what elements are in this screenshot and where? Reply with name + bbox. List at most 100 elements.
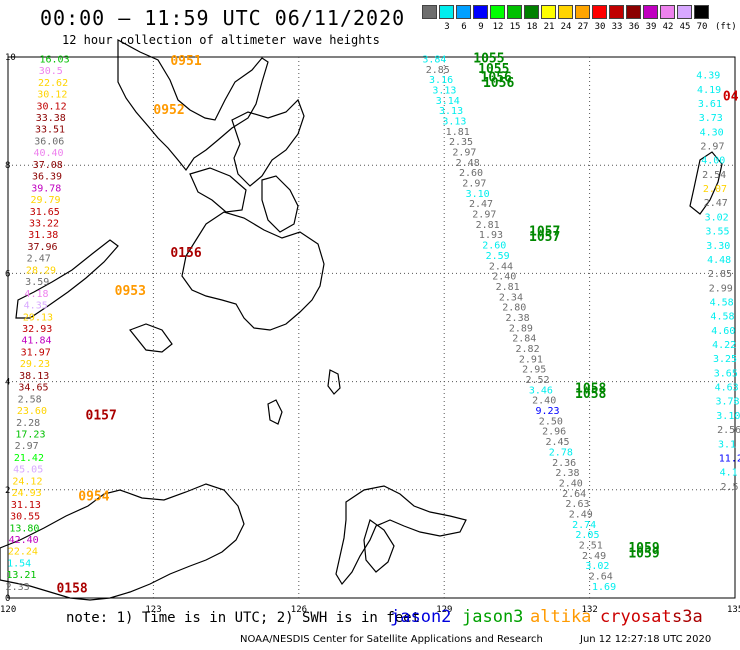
center-track-value: 2.48 xyxy=(456,158,480,169)
west-track-value: 2.28 xyxy=(16,418,40,429)
longitude-label: 132 xyxy=(582,605,598,615)
east-track-value: 3.78 xyxy=(715,397,739,408)
color-swatch xyxy=(558,5,573,19)
east-track-value: 2.47 xyxy=(704,198,728,209)
color-swatch xyxy=(694,5,709,19)
coastline-sangihe xyxy=(267,399,283,425)
west-track-value: 36.06 xyxy=(34,136,64,147)
center-track-value: 3.16 xyxy=(429,75,453,86)
east-track-value: 4.00 xyxy=(701,156,725,167)
latitude-label: 4 xyxy=(5,378,10,388)
west-track-value: 30.12 xyxy=(36,101,66,112)
west-track-value: 31.65 xyxy=(30,207,60,218)
center-track-value: 2.74 xyxy=(572,520,596,531)
east-track-value: 4.60 xyxy=(711,326,735,337)
longitude-label: 129 xyxy=(436,605,452,615)
color-scale-label: 21 xyxy=(543,22,555,32)
west-track-value: 39.78 xyxy=(31,183,61,194)
center-track-value: 2.49 xyxy=(569,509,593,520)
center-track-value: 2.47 xyxy=(469,199,493,210)
center-track-value: 2.60 xyxy=(482,241,506,252)
east-track-value: 3.25 xyxy=(713,354,737,365)
color-swatch xyxy=(575,5,590,19)
latitude-label: 10 xyxy=(5,53,16,63)
color-swatch xyxy=(439,5,454,19)
east-track-value: 2.97 xyxy=(700,142,724,153)
coastline-visayas xyxy=(189,167,247,213)
west-track-value: 1.54 xyxy=(7,558,31,569)
coastline-palawan xyxy=(15,239,119,319)
east-track-value: 4.1 xyxy=(720,468,738,479)
west-track-value: 2.58 xyxy=(18,394,42,405)
center-track-value: 3.46 xyxy=(529,385,553,396)
color-scale-label: 36 xyxy=(628,22,640,32)
center-track-value: 2.63 xyxy=(565,499,589,510)
center-track-value: 3.13 xyxy=(439,106,463,117)
pass-label: 1057 xyxy=(529,225,560,240)
satellite-legend-item: cryosat xyxy=(600,607,672,627)
center-track-value: 2.52 xyxy=(526,375,550,386)
center-track-value: 2.44 xyxy=(489,261,513,272)
east-track-value: 3.1 xyxy=(718,439,736,450)
satellite-legend-item: jason3 xyxy=(462,607,524,627)
pass-label: 0157 xyxy=(86,408,117,423)
color-scale-label: 15 xyxy=(509,22,521,32)
east-track-value: 3.65 xyxy=(714,368,738,379)
west-track-value: 13.21 xyxy=(6,570,36,581)
west-track-value: 3.59 xyxy=(25,277,49,288)
coastline-talaud xyxy=(327,369,341,395)
color-scale-label: 33 xyxy=(611,22,623,32)
center-track-value: 2.81 xyxy=(496,282,520,293)
color-scale-label: 3 xyxy=(444,22,450,32)
center-track-value: 2.80 xyxy=(502,303,526,314)
color-swatch xyxy=(541,5,556,19)
west-track-value: 16.03 xyxy=(40,54,70,65)
center-track-value: 3.84 xyxy=(422,54,446,65)
west-track-value: 24.12 xyxy=(12,476,42,487)
pass-label: 04 xyxy=(723,89,739,104)
color-scale-label: 18 xyxy=(526,22,538,32)
color-swatch xyxy=(524,5,539,19)
coastline-luzon xyxy=(117,38,269,172)
west-track-value: 40.40 xyxy=(33,148,63,159)
east-track-value: 4.22 xyxy=(712,340,736,351)
west-track-value: 21.42 xyxy=(14,453,44,464)
center-track-value: 1.69 xyxy=(592,582,616,593)
center-track-value: 2.64 xyxy=(562,489,586,500)
center-track-value: 3.13 xyxy=(442,116,466,127)
longitude-label: 123 xyxy=(145,605,161,615)
coastline-mindanao xyxy=(181,211,325,331)
center-track-value: 2.96 xyxy=(542,427,566,438)
center-track-value: 3.10 xyxy=(466,189,490,200)
west-track-value: 34.65 xyxy=(18,383,48,394)
east-track-value: 2.56 xyxy=(717,425,740,436)
west-track-value: 31.97 xyxy=(21,347,51,358)
center-track-value: 2.82 xyxy=(516,344,540,355)
center-track-value: 3.02 xyxy=(585,561,609,572)
east-track-value: 11.2 xyxy=(719,453,740,464)
west-track-value: 33.22 xyxy=(29,219,59,230)
color-swatch xyxy=(456,5,471,19)
pass-label: 1056 xyxy=(481,70,512,85)
pass-label: 0954 xyxy=(78,490,109,505)
coastline-palau xyxy=(689,151,723,215)
center-track-value: 9.23 xyxy=(535,406,559,417)
longitude-label: 120 xyxy=(0,605,16,615)
pass-label: 1059 xyxy=(628,541,659,556)
west-track-value: 37.96 xyxy=(27,242,57,253)
east-track-value: 3.55 xyxy=(705,227,729,238)
west-track-value: 4.35 xyxy=(24,301,48,312)
page-subtitle: 12 hour collection of altimeter wave hei… xyxy=(62,33,380,47)
center-track-value: 2.40 xyxy=(559,478,583,489)
west-track-value: 32.93 xyxy=(22,324,52,335)
latitude-label: 8 xyxy=(5,161,10,171)
west-track-value: 2.47 xyxy=(27,254,51,265)
longitude-label: 135 xyxy=(727,605,740,615)
pass-label: 0158 xyxy=(56,582,87,597)
center-track-value: 2.91 xyxy=(519,354,543,365)
coastline-samar xyxy=(231,98,305,187)
center-track-value: 2.81 xyxy=(476,220,500,231)
pass-label: 1058 xyxy=(575,387,606,402)
west-track-value: 30.55 xyxy=(10,512,40,523)
